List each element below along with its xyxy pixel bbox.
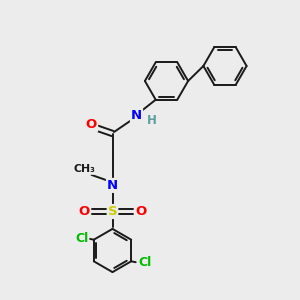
Text: S: S [108, 205, 117, 218]
Text: H: H [147, 114, 156, 128]
Text: CH₃: CH₃ [74, 164, 96, 174]
Text: N: N [131, 109, 142, 122]
Text: O: O [135, 205, 147, 218]
Text: O: O [78, 205, 90, 218]
Text: Cl: Cl [138, 256, 151, 269]
Text: Cl: Cl [75, 232, 88, 245]
Text: N: N [107, 179, 118, 192]
Text: O: O [86, 118, 97, 131]
